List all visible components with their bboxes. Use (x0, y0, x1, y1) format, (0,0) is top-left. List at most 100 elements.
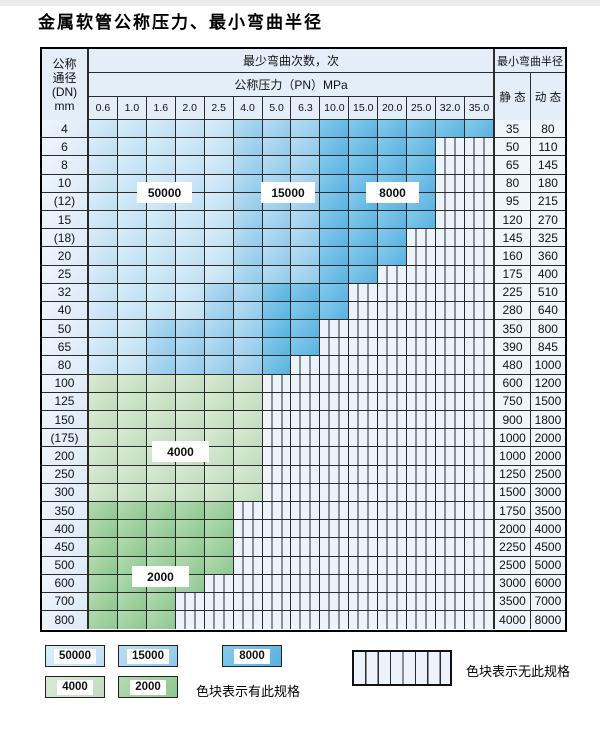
spec-cell (88, 392, 118, 411)
dn-cell: 20 (42, 247, 89, 266)
no-spec-cell (291, 538, 321, 557)
no-spec-cell (407, 338, 437, 357)
no-spec-cell (378, 574, 408, 593)
static-radius-cell: 2250 (495, 538, 531, 557)
spec-cell (378, 229, 408, 248)
no-spec-cell (465, 374, 496, 393)
static-radius-cell: 65 (495, 156, 531, 175)
no-spec-cell (465, 156, 496, 175)
scan-edge-strip (0, 0, 600, 6)
spec-cell (175, 301, 205, 321)
pressure-value-25.0: 25.0 (407, 97, 437, 120)
no-spec-cell (407, 520, 437, 539)
dynamic-radius-cell: 2500 (530, 465, 565, 484)
no-spec-cell (204, 611, 234, 630)
dn-cell: 10 (42, 174, 89, 193)
spec-cell (378, 138, 408, 157)
table-row-dn-150: 150 900 1800 (42, 411, 565, 430)
no-spec-cell (436, 356, 466, 375)
static-radius-cell: 600 (495, 374, 531, 393)
static-radius-cell: 1500 (495, 483, 531, 502)
pressure-value-32.0: 32.0 (436, 97, 465, 120)
dynamic-radius-cell: 2000 (530, 447, 565, 466)
table-row-dn-6: 6 50 110 (42, 138, 565, 157)
no-spec-cell (378, 592, 408, 612)
spec-cell (262, 320, 292, 339)
spec-cell (117, 283, 147, 302)
no-spec-cell (204, 574, 234, 593)
spec-cell (175, 501, 205, 521)
spec-cell (204, 301, 234, 321)
spec-cell (233, 138, 263, 157)
spec-cell (233, 320, 263, 339)
no-spec-cell (407, 229, 437, 248)
no-spec-cell (465, 356, 496, 375)
no-spec-cell (436, 192, 466, 211)
pressure-value-5.0: 5.0 (262, 97, 292, 120)
spec-cell (291, 247, 321, 266)
no-spec-cell (291, 483, 321, 502)
no-spec-cell (291, 392, 321, 411)
no-spec-cell (378, 320, 408, 339)
spec-cell (88, 465, 118, 484)
spec-cell (262, 156, 292, 175)
spec-cell (465, 120, 496, 139)
spec-cell (320, 120, 350, 139)
spec-cell (175, 265, 205, 284)
no-spec-cell (291, 374, 321, 393)
spec-cell (291, 210, 321, 230)
no-spec-cell (320, 538, 350, 557)
static-radius-cell: 120 (495, 210, 531, 230)
spec-cell (117, 411, 147, 430)
pressure-value-35.0: 35.0 (464, 97, 495, 120)
static-radius-cell: 1750 (495, 501, 531, 521)
dynamic-radius-cell: 215 (530, 192, 565, 211)
dynamic-radius-cell: 145 (530, 156, 565, 175)
no-spec-cell (436, 411, 466, 430)
no-spec-cell (233, 520, 263, 539)
no-spec-cell (320, 374, 350, 393)
spec-cell (88, 538, 118, 557)
spec-cell (88, 192, 118, 211)
no-spec-cell (378, 301, 408, 321)
no-spec-cell (262, 611, 292, 630)
spec-cell (175, 320, 205, 339)
no-spec-cell (349, 429, 379, 448)
spec-cell (291, 338, 321, 357)
dynamic-radius-cell: 1800 (530, 411, 565, 430)
spec-cell (407, 156, 437, 175)
spec-cell (291, 156, 321, 175)
no-spec-cell (378, 374, 408, 393)
spec-cell (117, 374, 147, 393)
spec-cell (204, 138, 234, 157)
no-spec-cell (320, 320, 350, 339)
spec-cell (349, 210, 379, 230)
spec-cell (320, 138, 350, 157)
spec-cell (88, 374, 118, 393)
spec-cell (117, 265, 147, 284)
spec-cell (175, 465, 205, 484)
spec-cell (291, 229, 321, 248)
no-spec-cell (349, 374, 379, 393)
dynamic-radius-cell: 800 (530, 320, 565, 339)
static-header-cell: 静 态 (495, 73, 531, 120)
spec-cell (204, 338, 234, 357)
spec-cell (117, 301, 147, 321)
no-spec-cell (320, 429, 350, 448)
table-row-dn-400: 400 2000 4000 (42, 520, 565, 539)
spec-cell (204, 156, 234, 175)
spec-cell (88, 356, 118, 375)
spec-cell (88, 501, 118, 521)
static-radius-cell: 480 (495, 356, 531, 375)
no-spec-cell (407, 447, 437, 466)
no-spec-cell (349, 483, 379, 502)
spec-cell (204, 210, 234, 230)
spec-cell (204, 120, 234, 139)
no-spec-cell (436, 483, 466, 502)
dynamic-radius-cell: 4500 (530, 538, 565, 557)
no-spec-cell (436, 429, 466, 448)
spec-cell (175, 138, 205, 157)
no-spec-cell (291, 592, 321, 612)
spec-cell (117, 447, 147, 466)
no-spec-cell (204, 592, 234, 612)
